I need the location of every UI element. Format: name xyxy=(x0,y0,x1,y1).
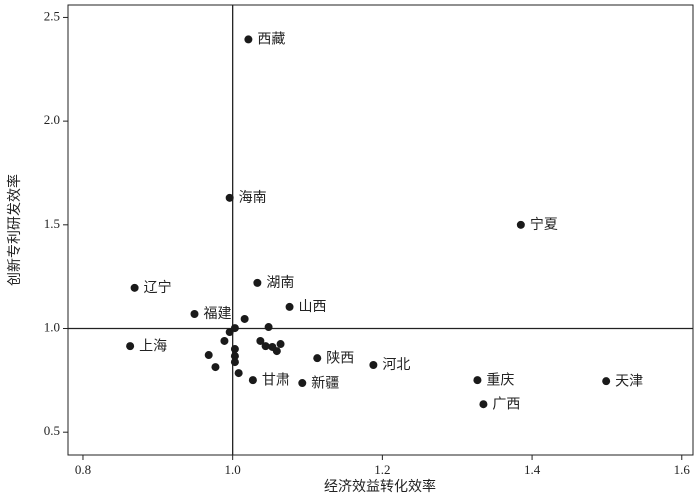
point xyxy=(516,220,525,229)
x-tick-label: 1.0 xyxy=(225,462,241,477)
point xyxy=(313,354,322,363)
y-tick-label: 1.0 xyxy=(44,319,60,334)
point xyxy=(211,363,220,372)
point xyxy=(230,352,239,361)
x-tick-label: 1.2 xyxy=(374,462,390,477)
point-label: 福建 xyxy=(203,306,231,322)
y-tick-label: 2.0 xyxy=(44,112,60,127)
point xyxy=(264,323,273,332)
point xyxy=(473,376,482,385)
point-label: 广西 xyxy=(492,396,520,412)
point xyxy=(190,309,199,318)
point-label: 陕西 xyxy=(326,350,354,366)
plot-frame xyxy=(67,4,694,456)
point-label: 湖南 xyxy=(266,275,294,291)
point-label: 辽宁 xyxy=(144,279,172,296)
point xyxy=(298,379,307,388)
point xyxy=(225,328,234,337)
point xyxy=(220,336,229,345)
y-tick-label: 1.5 xyxy=(44,216,60,231)
point-label: 山西 xyxy=(299,299,327,315)
point-label: 河北 xyxy=(382,357,410,373)
point xyxy=(204,351,213,360)
point xyxy=(276,340,285,349)
point-label: 西藏 xyxy=(257,32,285,48)
x-tick-label: 1.6 xyxy=(674,462,691,477)
point-label: 上海 xyxy=(139,338,167,354)
point xyxy=(230,345,239,354)
x-tick-label: 1.4 xyxy=(524,462,541,477)
point xyxy=(230,358,239,367)
point xyxy=(369,361,378,369)
point xyxy=(285,302,294,311)
point xyxy=(253,278,262,287)
point xyxy=(602,377,611,386)
x-axis-label: 经济效益转化效率 xyxy=(324,478,436,495)
point xyxy=(272,347,281,356)
point xyxy=(248,376,257,385)
point xyxy=(130,283,139,292)
point-label: 重庆 xyxy=(486,372,514,388)
point-label: 宁夏 xyxy=(530,216,558,233)
point-label: 海南 xyxy=(239,190,267,206)
point-label: 天津 xyxy=(615,373,643,389)
point xyxy=(244,35,253,44)
y-tick-label: 0.5 xyxy=(44,423,60,438)
point-label: 甘肃 xyxy=(262,372,290,388)
point xyxy=(261,342,270,351)
point xyxy=(479,400,488,409)
x-tick-label: 0.8 xyxy=(75,462,91,477)
point xyxy=(256,336,265,345)
point xyxy=(234,369,243,378)
y-axis-label: 创新专利研发效率 xyxy=(6,174,23,286)
y-tick-label: 2.5 xyxy=(44,8,60,23)
point-label: 新疆 xyxy=(311,375,339,391)
point xyxy=(126,342,135,351)
point xyxy=(240,314,249,323)
point xyxy=(225,193,234,202)
